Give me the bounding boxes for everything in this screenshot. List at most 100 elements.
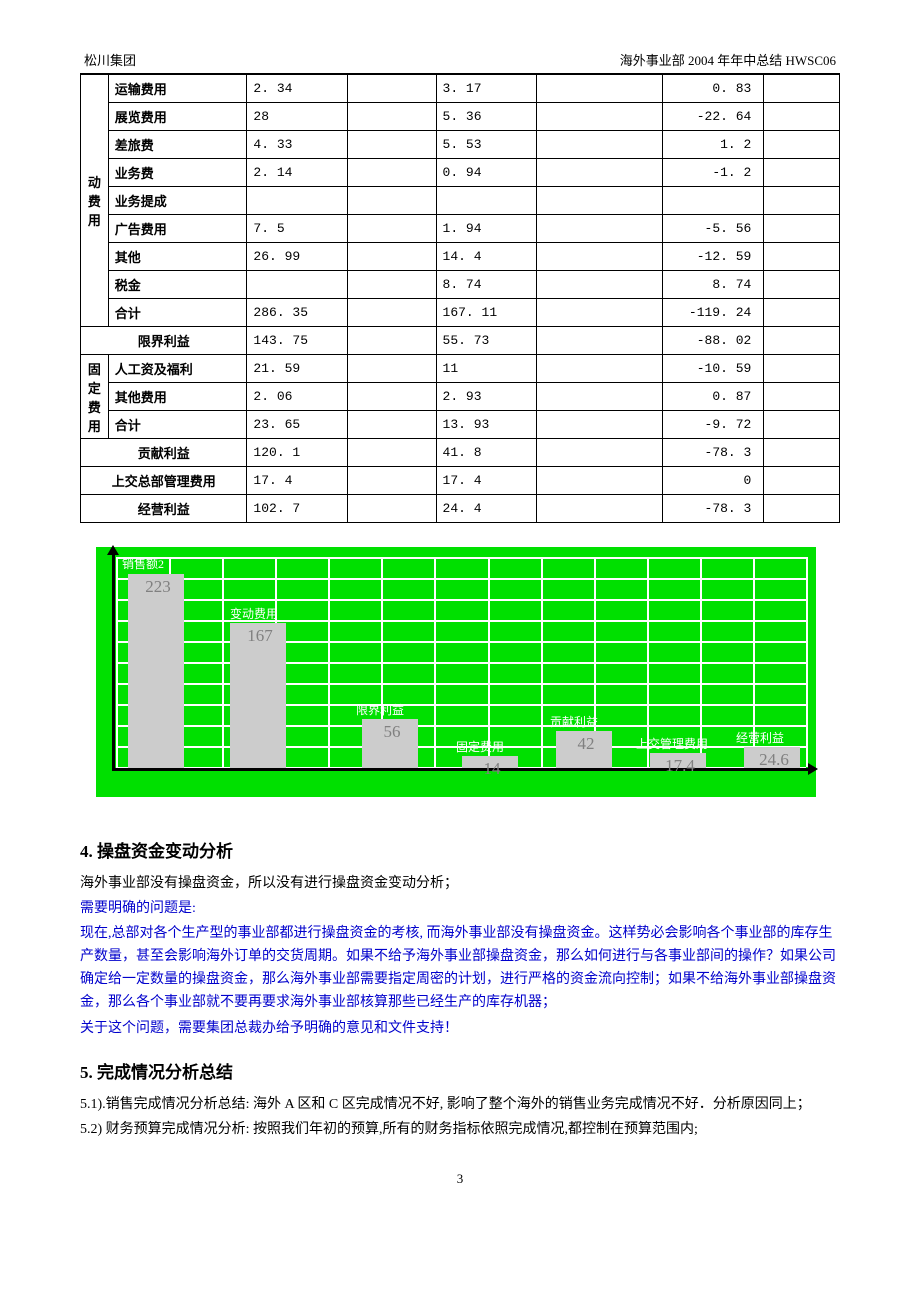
header-left: 松川集团 [84, 50, 136, 69]
cell-value: 3. 17 [436, 75, 537, 103]
cell-spacer [764, 467, 840, 495]
cell-value: -12. 59 [663, 243, 764, 271]
cell-value: 21. 59 [247, 355, 348, 383]
table-row: 合计286. 35167. 11-119. 24 [81, 299, 840, 327]
cell-spacer [537, 383, 663, 411]
cell-value: 102. 7 [247, 495, 348, 523]
cell-value [247, 187, 348, 215]
row-label: 运输费用 [108, 75, 247, 103]
cell-value: 0 [663, 467, 764, 495]
cell-value [247, 271, 348, 299]
cell-spacer [764, 271, 840, 299]
cell-value: 167. 11 [436, 299, 537, 327]
cell-spacer [764, 327, 840, 355]
cell-spacer [348, 299, 436, 327]
cell-spacer [764, 215, 840, 243]
cell-spacer [764, 411, 840, 439]
cell-value: -78. 3 [663, 439, 764, 467]
cell-spacer [537, 411, 663, 439]
financial-table: 动费用运输费用2. 343. 170. 83展览费用285. 36-22. 64… [80, 74, 840, 523]
cell-spacer [348, 411, 436, 439]
row-label: 其他 [108, 243, 247, 271]
cell-value: 11 [436, 355, 537, 383]
cell-value: 55. 73 [436, 327, 537, 355]
cell-value [663, 187, 764, 215]
table-row: 展览费用285. 36-22. 64 [81, 103, 840, 131]
row-label: 业务费 [108, 159, 247, 187]
row-label: 税金 [108, 271, 247, 299]
cell-value: 8. 74 [663, 271, 764, 299]
cell-value: -5. 56 [663, 215, 764, 243]
section4-p1: 海外事业部没有操盘资金，所以没有进行操盘资金变动分析； [80, 872, 840, 895]
cell-spacer [537, 215, 663, 243]
cell-spacer [348, 215, 436, 243]
cell-spacer [764, 299, 840, 327]
cell-spacer [348, 495, 436, 523]
cell-value: -88. 02 [663, 327, 764, 355]
waterfall-chart: 销售额2223变动费用167限界利益56固定费用14贡献利益42上交管理费用17… [96, 547, 816, 797]
cell-spacer [764, 383, 840, 411]
cell-value: -22. 64 [663, 103, 764, 131]
cell-spacer [764, 75, 840, 103]
row-label: 经营利益 [81, 495, 247, 523]
cell-spacer [348, 467, 436, 495]
cell-value: 13. 93 [436, 411, 537, 439]
cell-value: 28 [247, 103, 348, 131]
chart-bar-value: 14 [464, 759, 520, 779]
cell-value: 23. 65 [247, 411, 348, 439]
chart-bar-label: 贡献利益 [550, 713, 598, 730]
cell-spacer [537, 131, 663, 159]
cell-spacer [764, 439, 840, 467]
cell-value: 1. 94 [436, 215, 537, 243]
cell-value: 0. 83 [663, 75, 764, 103]
section4-p4: 关于这个问题，需要集团总裁办给予明确的意见和文件支持！ [80, 1017, 840, 1040]
cell-spacer [348, 159, 436, 187]
cell-value: 17. 4 [247, 467, 348, 495]
row-label: 限界利益 [81, 327, 247, 355]
cell-value: 286. 35 [247, 299, 348, 327]
cell-value: 5. 36 [436, 103, 537, 131]
cell-value: 0. 87 [663, 383, 764, 411]
section5-p2: 5.2) 财务预算完成情况分析: 按照我们年初的预算,所有的财务指标依照完成情况… [80, 1118, 840, 1141]
section4-p2: 需要明确的问题是: [80, 897, 840, 920]
row-label: 业务提成 [108, 187, 247, 215]
chart-bar-value: 42 [558, 734, 614, 754]
chart-bar-label: 固定费用 [456, 738, 504, 755]
table-row: 合计23. 6513. 93-9. 72 [81, 411, 840, 439]
cell-spacer [348, 355, 436, 383]
cell-spacer [537, 243, 663, 271]
cell-spacer [348, 243, 436, 271]
row-label: 上交总部管理费用 [81, 467, 247, 495]
chart-bar-value: 223 [130, 577, 186, 597]
table-row: 动费用运输费用2. 343. 170. 83 [81, 75, 840, 103]
header-right: 海外事业部 2004 年年中总结 HWSC06 [620, 50, 836, 69]
section4-p3: 现在,总部对各个生产型的事业部都进行操盘资金的考核, 而海外事业部没有操盘资金。… [80, 922, 840, 1014]
chart-bar-label: 限界利益 [356, 701, 404, 718]
cell-spacer [537, 355, 663, 383]
chart-bar [128, 574, 184, 768]
cell-spacer [537, 327, 663, 355]
cell-value: 143. 75 [247, 327, 348, 355]
table-row: 限界利益143. 75 55. 73 -88. 02 [81, 327, 840, 355]
cell-spacer [764, 159, 840, 187]
cell-value: 2. 06 [247, 383, 348, 411]
cell-value: 1. 2 [663, 131, 764, 159]
table-row: 上交总部管理费用17. 417. 40 [81, 467, 840, 495]
chart-bar-label: 变动费用 [230, 605, 278, 622]
row-label: 贡献利益 [81, 439, 247, 467]
cell-spacer [537, 75, 663, 103]
cell-spacer [764, 103, 840, 131]
cell-spacer [348, 131, 436, 159]
row-label: 合计 [108, 411, 247, 439]
cell-spacer [348, 271, 436, 299]
table-row: 广告费用7. 51. 94-5. 56 [81, 215, 840, 243]
cell-spacer [764, 131, 840, 159]
page-header: 松川集团 海外事业部 2004 年年中总结 HWSC06 [80, 50, 840, 69]
cell-value: -119. 24 [663, 299, 764, 327]
cell-spacer [537, 103, 663, 131]
cell-spacer [764, 495, 840, 523]
page-number: 3 [80, 1171, 840, 1187]
cell-value: -10. 59 [663, 355, 764, 383]
cell-value: 2. 34 [247, 75, 348, 103]
section5-p1: 5.1).销售完成情况分析总结: 海外 A 区和 C 区完成情况不好, 影响了整… [80, 1093, 840, 1116]
